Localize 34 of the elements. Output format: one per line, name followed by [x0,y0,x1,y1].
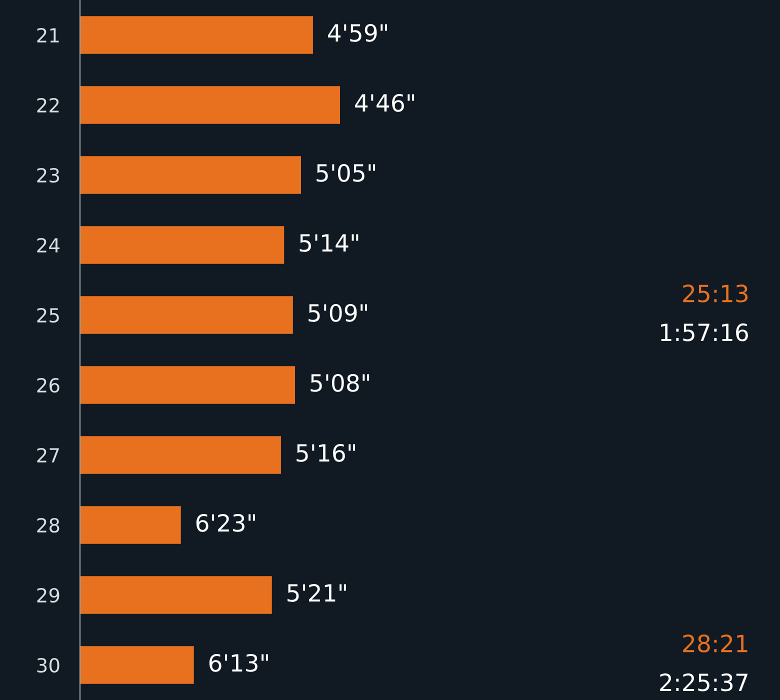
annotation: 5'16" [296,444,356,462]
annotation: 5'21" [288,584,346,602]
bar [80,366,296,404]
bar [80,226,284,264]
text: 1:57:16 [661,323,748,342]
annotation: 5'09" [308,304,367,322]
y-tick-label: 22 [37,98,59,112]
bar [80,156,301,194]
y-tick-label: 26 [37,378,60,393]
text: 2:25:37 [660,673,748,692]
bar [80,16,313,54]
bar [80,436,281,474]
y-tick-label: 29 [37,588,60,603]
annotation: 6'13" [209,654,268,672]
y-tick-label: 27 [37,448,59,462]
y-tick-label: 23 [37,168,59,183]
bar [80,86,340,124]
text: 28:21 [683,634,748,652]
bar [80,296,293,334]
bar [80,506,181,544]
annotation: 4'59" [328,24,387,42]
y-tick-label: 25 [37,308,59,323]
annotation: 5'08" [310,374,370,392]
text: 4'46" [355,94,414,112]
bar [80,646,194,684]
y-tick-label: 24 [37,238,60,252]
annotation: 5'05" [316,164,376,182]
y-tick-label: 28 [37,518,60,533]
annotation: 6'23" [196,514,255,532]
y-tick-label: 21 [37,28,59,42]
text: 25:13 [683,284,748,302]
y-tick-label: 30 [37,658,60,673]
annotation: 5'14" [300,234,358,252]
bar [80,576,272,614]
